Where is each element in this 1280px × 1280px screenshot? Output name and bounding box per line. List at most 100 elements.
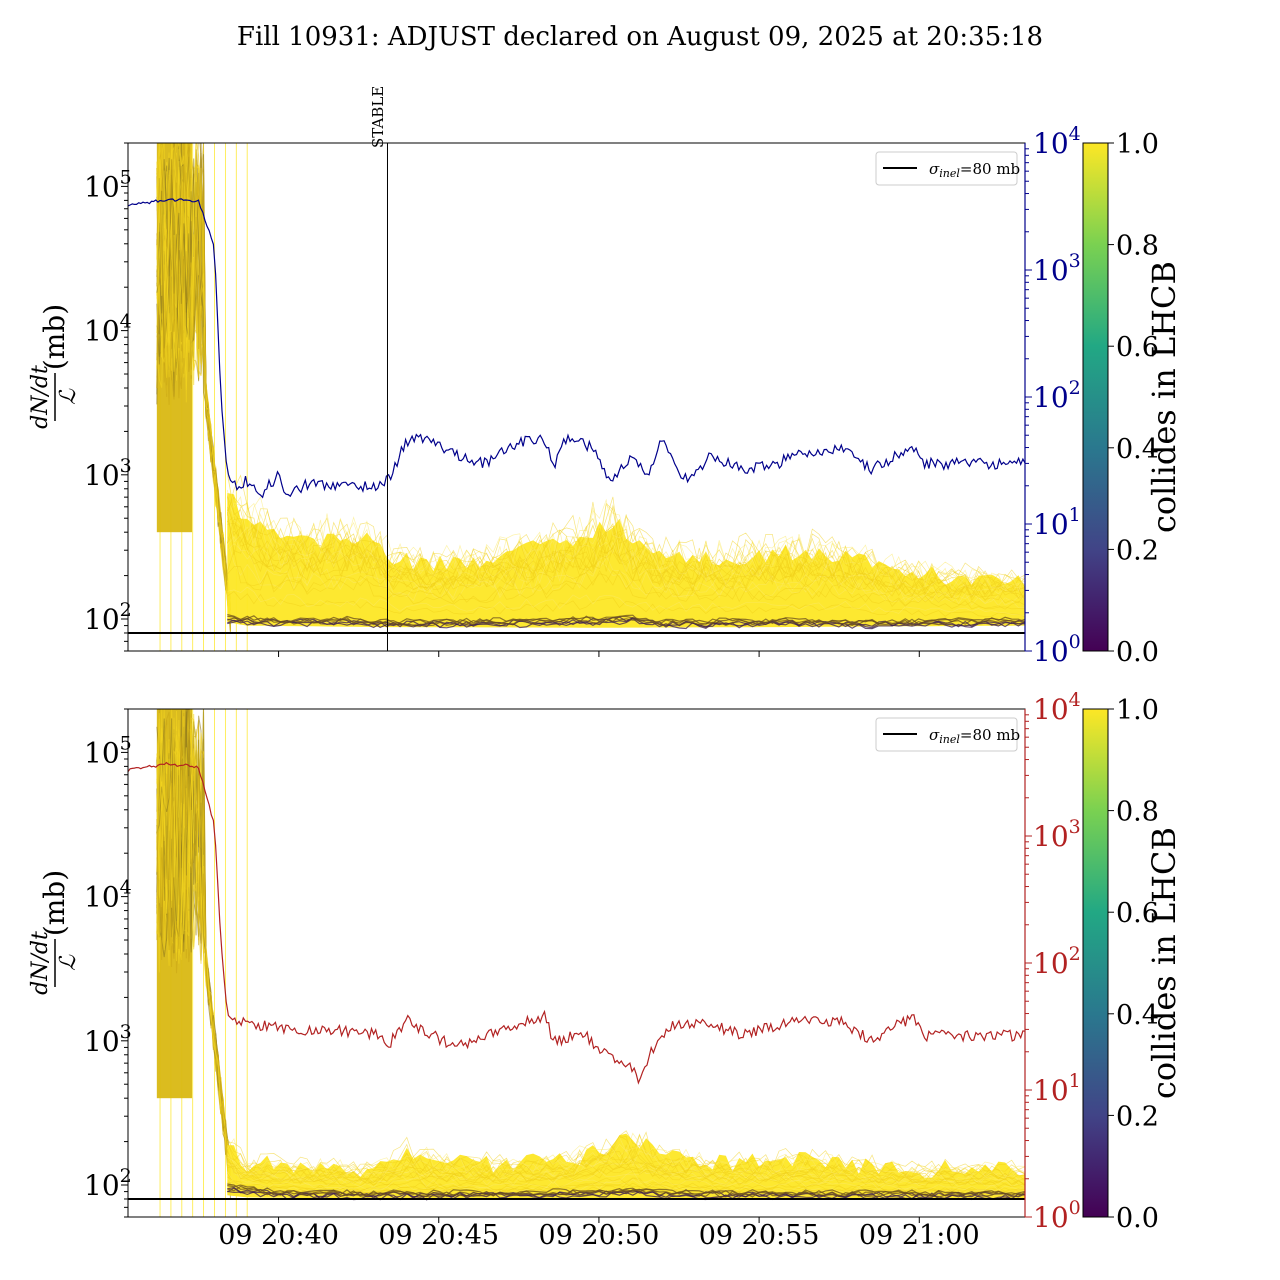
y-tick-label: 105 [84,732,132,769]
band-trace [227,541,1025,601]
legend-sigma: σ [929,726,940,744]
band-trace [226,537,1025,609]
right-y-tick-base: 10 [1033,635,1069,668]
right-y-tick-label: 104 [1033,123,1081,160]
y-tick-exp: 2 [120,1165,132,1187]
early-trace [156,146,231,624]
bottom-early-traces [156,709,231,1200]
dark-trace [227,1183,1025,1197]
ylabel-denominator: ℒ [56,388,81,405]
top-legend-box [875,151,1018,186]
y-tick-base: 10 [84,459,120,492]
band-trace [226,550,1025,610]
right-y-tick-label: 100 [1033,631,1081,668]
right-y-tick-label: 104 [1033,689,1081,726]
colorbar-tick-label: 0.2 [1116,535,1159,566]
band-trace [227,1132,1025,1177]
colorbar-tick-label: 0.0 [1116,1203,1159,1234]
right-y-tick-base: 10 [1033,820,1069,853]
y-tick-exp: 4 [120,877,132,899]
legend-sigma: σ [929,160,940,178]
y-tick-exp: 3 [120,1021,132,1043]
right-y-tick-base: 10 [1033,127,1069,160]
top-legend-label: σinel=80 mb [929,160,1020,180]
legend-suffix: =80 mb [960,726,1020,744]
top-yellow-band [226,470,1025,628]
right-y-tick-label: 100 [1033,1197,1081,1234]
band-trace [227,591,1025,618]
y-tick-exp: 5 [120,732,132,754]
band-trace [226,489,1025,590]
colorbar-tick-label: 0.8 [1116,797,1159,828]
band-trace [227,1156,1025,1184]
band-trace [226,1134,1025,1178]
ylabel-unit: (mb) [38,870,71,936]
bottom-colorbar-ticks: 0.0 0.2 0.4 0.6 0.8 1.0 [1108,695,1159,1234]
colorbar-tick-label: 0.6 [1116,898,1159,929]
right-y-tick-exp: 4 [1069,689,1081,711]
x-tick-label: 09 20:45 [378,1220,499,1251]
band-trace [227,1170,1025,1191]
band-trace [226,506,1025,600]
band-trace [226,1154,1025,1184]
x-tick-label: 09 20:50 [539,1220,660,1251]
ylabel-numerator: dN/dt [28,931,53,995]
right-y-tick-label: 102 [1033,943,1081,980]
right-y-tick-base: 10 [1033,508,1069,541]
top-dark-traces [227,614,1025,630]
top-colorbar: 0.0 0.2 0.4 0.6 0.8 1.0 collides in LHCB [1082,129,1183,668]
right-y-tick-exp: 2 [1069,377,1081,399]
band-trace [227,1148,1025,1183]
bottom-colorbar: 0.0 0.2 0.4 0.6 0.8 1.0 collides in LHCB [1082,695,1183,1234]
dark-trace [227,616,1025,628]
dark-trace [227,614,1025,626]
right-y-tick-exp: 1 [1069,1070,1081,1092]
top-colorbar-ticks: 0.0 0.2 0.4 0.6 0.8 1.0 [1108,129,1159,668]
early-trace [156,159,231,605]
bottom-legend-box [875,717,1018,752]
band-trace [227,1164,1025,1188]
right-y-tick-exp: 2 [1069,943,1081,965]
y-tick-base: 10 [84,736,120,769]
top-plot-area [128,143,1025,651]
legend-sub: inel [939,733,960,746]
right-y-tick-label: 102 [1033,377,1081,414]
top-ylabel: dN/dt ℒ (mb) [28,304,81,429]
band-trace [226,1144,1025,1182]
band-trace [226,517,1025,599]
right-y-tick-exp: 3 [1069,250,1081,272]
y-tick-base: 10 [84,881,120,914]
x-tick-label: 09 21:00 [859,1220,980,1251]
y-tick-base: 10 [84,1025,120,1058]
bottom-colorbar-gradient [1082,708,1109,1218]
stable-label: STABLE [369,86,387,148]
right-y-tick-base: 10 [1033,1074,1069,1107]
bottom-plot-area [128,709,1025,1217]
y-tick-exp: 3 [120,455,132,477]
y-tick-base: 10 [84,1169,120,1202]
y-tick-label: 102 [84,1165,132,1202]
bottom-legend: σinel=80 mb [875,717,1020,752]
right-y-tick-exp: 1 [1069,504,1081,526]
top-right-series-line [128,198,1025,499]
right-y-tick-base: 10 [1033,693,1069,726]
top-legend: σinel=80 mb [875,151,1020,186]
ylabel-numerator: dN/dt [28,365,53,429]
figure-title: Fill 10931: ADJUST declared on August 09… [237,22,1043,52]
y-tick-label: 104 [84,311,132,348]
right-y-tick-label: 101 [1033,1070,1081,1107]
colorbar-tick-label: 0.4 [1116,434,1159,465]
ylabel-unit: (mb) [38,304,71,370]
right-y-tick-base: 10 [1033,1201,1069,1234]
band-trace [226,520,1025,599]
band-trace [227,1158,1025,1186]
colorbar-tick-label: 0.4 [1116,1000,1159,1031]
y-tick-base: 10 [84,603,120,636]
bottom-colorbar-label: collides in LHCB [1145,827,1183,1099]
dark-trace [227,614,1025,625]
y-tick-label: 104 [84,877,132,914]
band-trace [226,474,1025,588]
